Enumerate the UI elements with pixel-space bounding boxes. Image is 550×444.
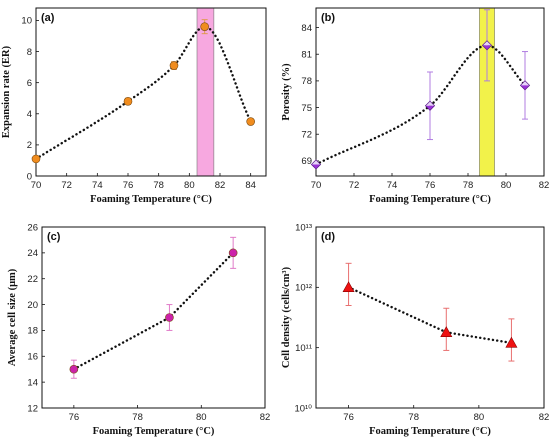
data-point [200, 22, 209, 31]
trend-line [314, 44, 527, 166]
x-tick-label: 82 [539, 412, 550, 423]
y-tick-label: 78 [301, 76, 312, 87]
y-tick-label: 0 [27, 171, 32, 182]
data-point [440, 326, 453, 337]
x-axis-title: Foaming Temperature (°C) [93, 426, 215, 437]
x-tick-label: 82 [260, 412, 271, 423]
x-tick-label: 80 [184, 180, 195, 191]
x-tick-label: 76 [69, 412, 80, 423]
trend-line [34, 25, 252, 161]
chart-panel-c: 76 78 80 82 12 14 16 18 20 22 24 26 Foaming Temperat… [7, 222, 270, 437]
y-tick-label: 10¹¹ [295, 343, 312, 354]
x-tick-label: 74 [387, 180, 398, 191]
data-point [519, 80, 531, 91]
y-tick-label: 72 [301, 130, 312, 141]
data-point-bottom [520, 85, 530, 90]
plot-frame [41, 226, 266, 409]
data-point [31, 154, 41, 164]
data-point [342, 281, 355, 293]
y-tick-label: 24 [27, 248, 38, 259]
data-point-bottom [482, 45, 492, 50]
data-point [505, 336, 518, 348]
y-tick-label: 10¹⁰ [294, 403, 312, 414]
data-point-top [482, 40, 492, 46]
y-tick-label: 4 [27, 109, 32, 120]
data-point [123, 97, 133, 106]
data-point-outline [424, 100, 436, 111]
x-tick-label: 76 [343, 412, 354, 423]
y-axis-title: Porosity (%) [281, 63, 292, 121]
data-point [228, 248, 238, 258]
x-tick-label: 82 [539, 180, 550, 191]
panel-label: (b) [321, 12, 335, 24]
y-tick-label: 20 [27, 300, 38, 311]
data-point [169, 61, 179, 70]
data-point-top [425, 101, 435, 106]
x-tick-label: 70 [31, 180, 42, 191]
x-tick-label: 78 [153, 180, 164, 191]
x-tick-label: 78 [408, 412, 419, 423]
y-tick-label: 16 [27, 352, 38, 363]
x-tick-label: 76 [425, 180, 436, 191]
x-tick-label: 80 [196, 412, 207, 423]
x-tick-label: 80 [474, 412, 485, 423]
data-point-bottom [311, 164, 321, 170]
x-axis-title: Foaming Temperature (°C) [90, 194, 212, 205]
chart-panel-d: 76 78 80 82 10¹⁰ 10¹¹ 10¹² 10¹³ Foaming Temperat… [281, 222, 549, 437]
data-point [424, 100, 436, 111]
x-tick-label: 74 [92, 180, 103, 191]
x-tick-label: 84 [245, 180, 256, 191]
y-tick-label: 10 [21, 16, 32, 27]
panel-label: (a) [41, 12, 55, 24]
plot-frame [35, 7, 267, 177]
x-tick-label: 80 [501, 180, 512, 191]
trend-line [347, 286, 513, 345]
data-point-top [311, 159, 321, 165]
data-point-outline [310, 159, 322, 170]
x-tick-label: 82 [215, 180, 226, 191]
y-tick-label: 69 [301, 156, 312, 167]
y-tick-label: 8 [27, 47, 32, 58]
x-tick-label: 72 [349, 180, 360, 191]
data-point-outline [481, 40, 493, 51]
trend-line [72, 251, 235, 371]
data-point [310, 159, 322, 170]
x-tick-label: 78 [463, 180, 474, 191]
data-point [69, 364, 79, 374]
y-tick-label: 10¹² [295, 283, 312, 294]
data-point-top [520, 80, 530, 86]
y-axis-title: Average cell size (μm) [7, 268, 18, 366]
y-tick-label: 2 [27, 140, 32, 151]
x-tick-label: 78 [132, 412, 143, 423]
data-point [246, 117, 255, 126]
y-tick-label: 12 [27, 403, 38, 414]
panel-label: (d) [321, 231, 335, 243]
chart-panel-a: 70 72 74 76 78 80 82 84 0 2 4 6 8 10 Foaming Temperatu… [1, 7, 267, 205]
y-tick-label: 26 [27, 222, 38, 233]
x-axis-title: Foaming Temperature (°C) [369, 194, 491, 205]
y-tick-label: 6 [27, 78, 32, 89]
y-tick-label: 84 [301, 23, 312, 34]
panel-label: (c) [47, 231, 61, 243]
data-point [165, 313, 174, 322]
y-tick-label: 81 [301, 50, 312, 61]
x-tick-label: 72 [61, 180, 72, 191]
x-tick-label: 76 [123, 180, 134, 191]
data-point-outline [519, 80, 531, 91]
y-tick-label: 10¹³ [295, 222, 312, 233]
y-tick-label: 22 [27, 274, 38, 285]
y-axis-title: Cell density (cells/cm³) [281, 266, 292, 368]
x-axis-title: Foaming Temperature (°C) [369, 426, 491, 437]
plot-frame [315, 226, 545, 409]
y-tick-label: 75 [301, 103, 312, 114]
y-axis-title: Expansion rate (ER) [1, 45, 12, 138]
y-tick-label: 14 [27, 377, 38, 388]
data-point-bottom [425, 105, 435, 111]
y-tick-label: 18 [27, 326, 38, 337]
x-tick-label: 70 [311, 180, 322, 191]
data-point [481, 40, 493, 51]
chart-panel-b: 70 72 74 76 78 80 82 69 72 75 78 81 84 Foaming Temper… [281, 7, 550, 205]
